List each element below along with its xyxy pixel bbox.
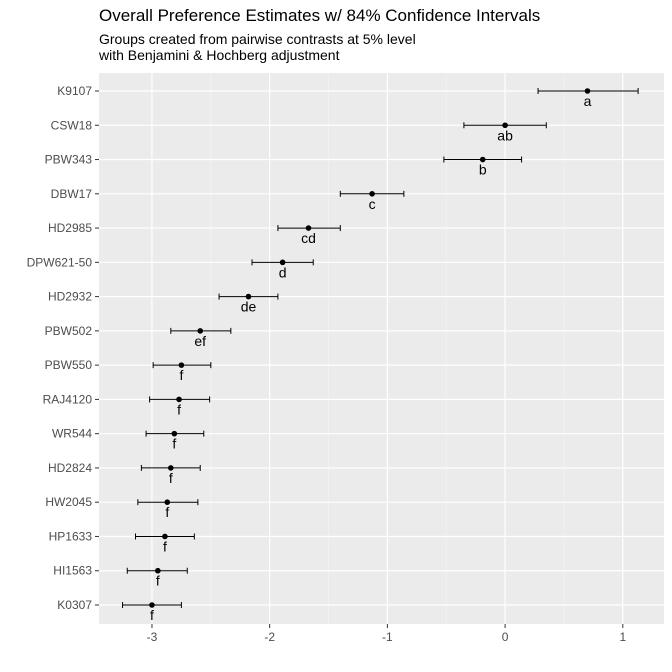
y-tick-label: DPW621-50: [27, 255, 93, 269]
estimate-point: [164, 499, 171, 506]
estimate-point: [279, 259, 286, 266]
y-tick-label: HD2932: [48, 290, 92, 304]
group-letter: de: [241, 299, 257, 315]
group-letter: a: [584, 93, 592, 109]
estimate-point: [369, 191, 375, 197]
group-letter: f: [163, 538, 167, 554]
estimate-point: [245, 293, 252, 300]
group-letter: ab: [497, 127, 513, 143]
group-letter: c: [369, 196, 376, 212]
y-tick-label: K0307: [57, 598, 92, 612]
group-letter: ef: [194, 333, 206, 349]
estimate-point: [584, 88, 591, 94]
y-tick-label: CSW18: [51, 118, 93, 132]
y-tick-label: PBW550: [45, 358, 93, 372]
y-tick-label: HD2985: [48, 221, 92, 235]
group-letter: f: [165, 504, 169, 520]
group-letter: f: [172, 436, 176, 452]
x-tick-label: 0: [502, 630, 509, 644]
group-letter: d: [279, 264, 287, 280]
group-letter: cd: [301, 230, 316, 246]
estimate-point: [502, 122, 508, 129]
y-tick-label: HD2824: [48, 461, 92, 475]
y-tick-label: PBW502: [45, 324, 93, 338]
estimate-point: [149, 602, 155, 608]
y-tick-label: HW2045: [45, 495, 92, 509]
group-letter: f: [177, 401, 181, 417]
estimate-point: [171, 430, 178, 437]
y-tick-label: HI1563: [53, 564, 92, 578]
estimate-point: [155, 567, 161, 574]
y-tick-label: RAJ4120: [43, 392, 93, 406]
x-tick-label: -2: [264, 630, 275, 644]
group-letter: f: [179, 367, 183, 383]
x-tick-label: -1: [382, 630, 393, 644]
group-letter: f: [156, 573, 160, 589]
estimate-point: [162, 533, 168, 540]
group-letter: b: [479, 162, 487, 178]
group-letter: f: [169, 470, 173, 486]
estimate-point: [168, 465, 174, 471]
estimate-point: [305, 225, 312, 231]
estimate-point: [178, 362, 185, 368]
y-tick-label: PBW343: [45, 153, 93, 167]
y-tick-label: DBW17: [51, 187, 93, 201]
group-letter: f: [150, 607, 154, 623]
plot-panel: [99, 73, 664, 624]
x-tick-label: 1: [619, 630, 626, 644]
chart-subtitle-line-1: Groups created from pairwise contrasts a…: [99, 31, 416, 47]
y-tick-label: HP1633: [49, 529, 93, 543]
chart-subtitle-line-2: with Benjamini & Hochberg adjustment: [99, 47, 340, 63]
y-tick-label: K9107: [57, 84, 92, 98]
estimate-point: [176, 396, 182, 403]
estimate-point: [197, 328, 204, 334]
x-tick-label: -3: [147, 630, 158, 644]
y-tick-label: WR544: [52, 427, 92, 441]
estimate-point: [479, 156, 486, 163]
chart-title: Overall Preference Estimates w/ 84% Conf…: [99, 6, 541, 25]
